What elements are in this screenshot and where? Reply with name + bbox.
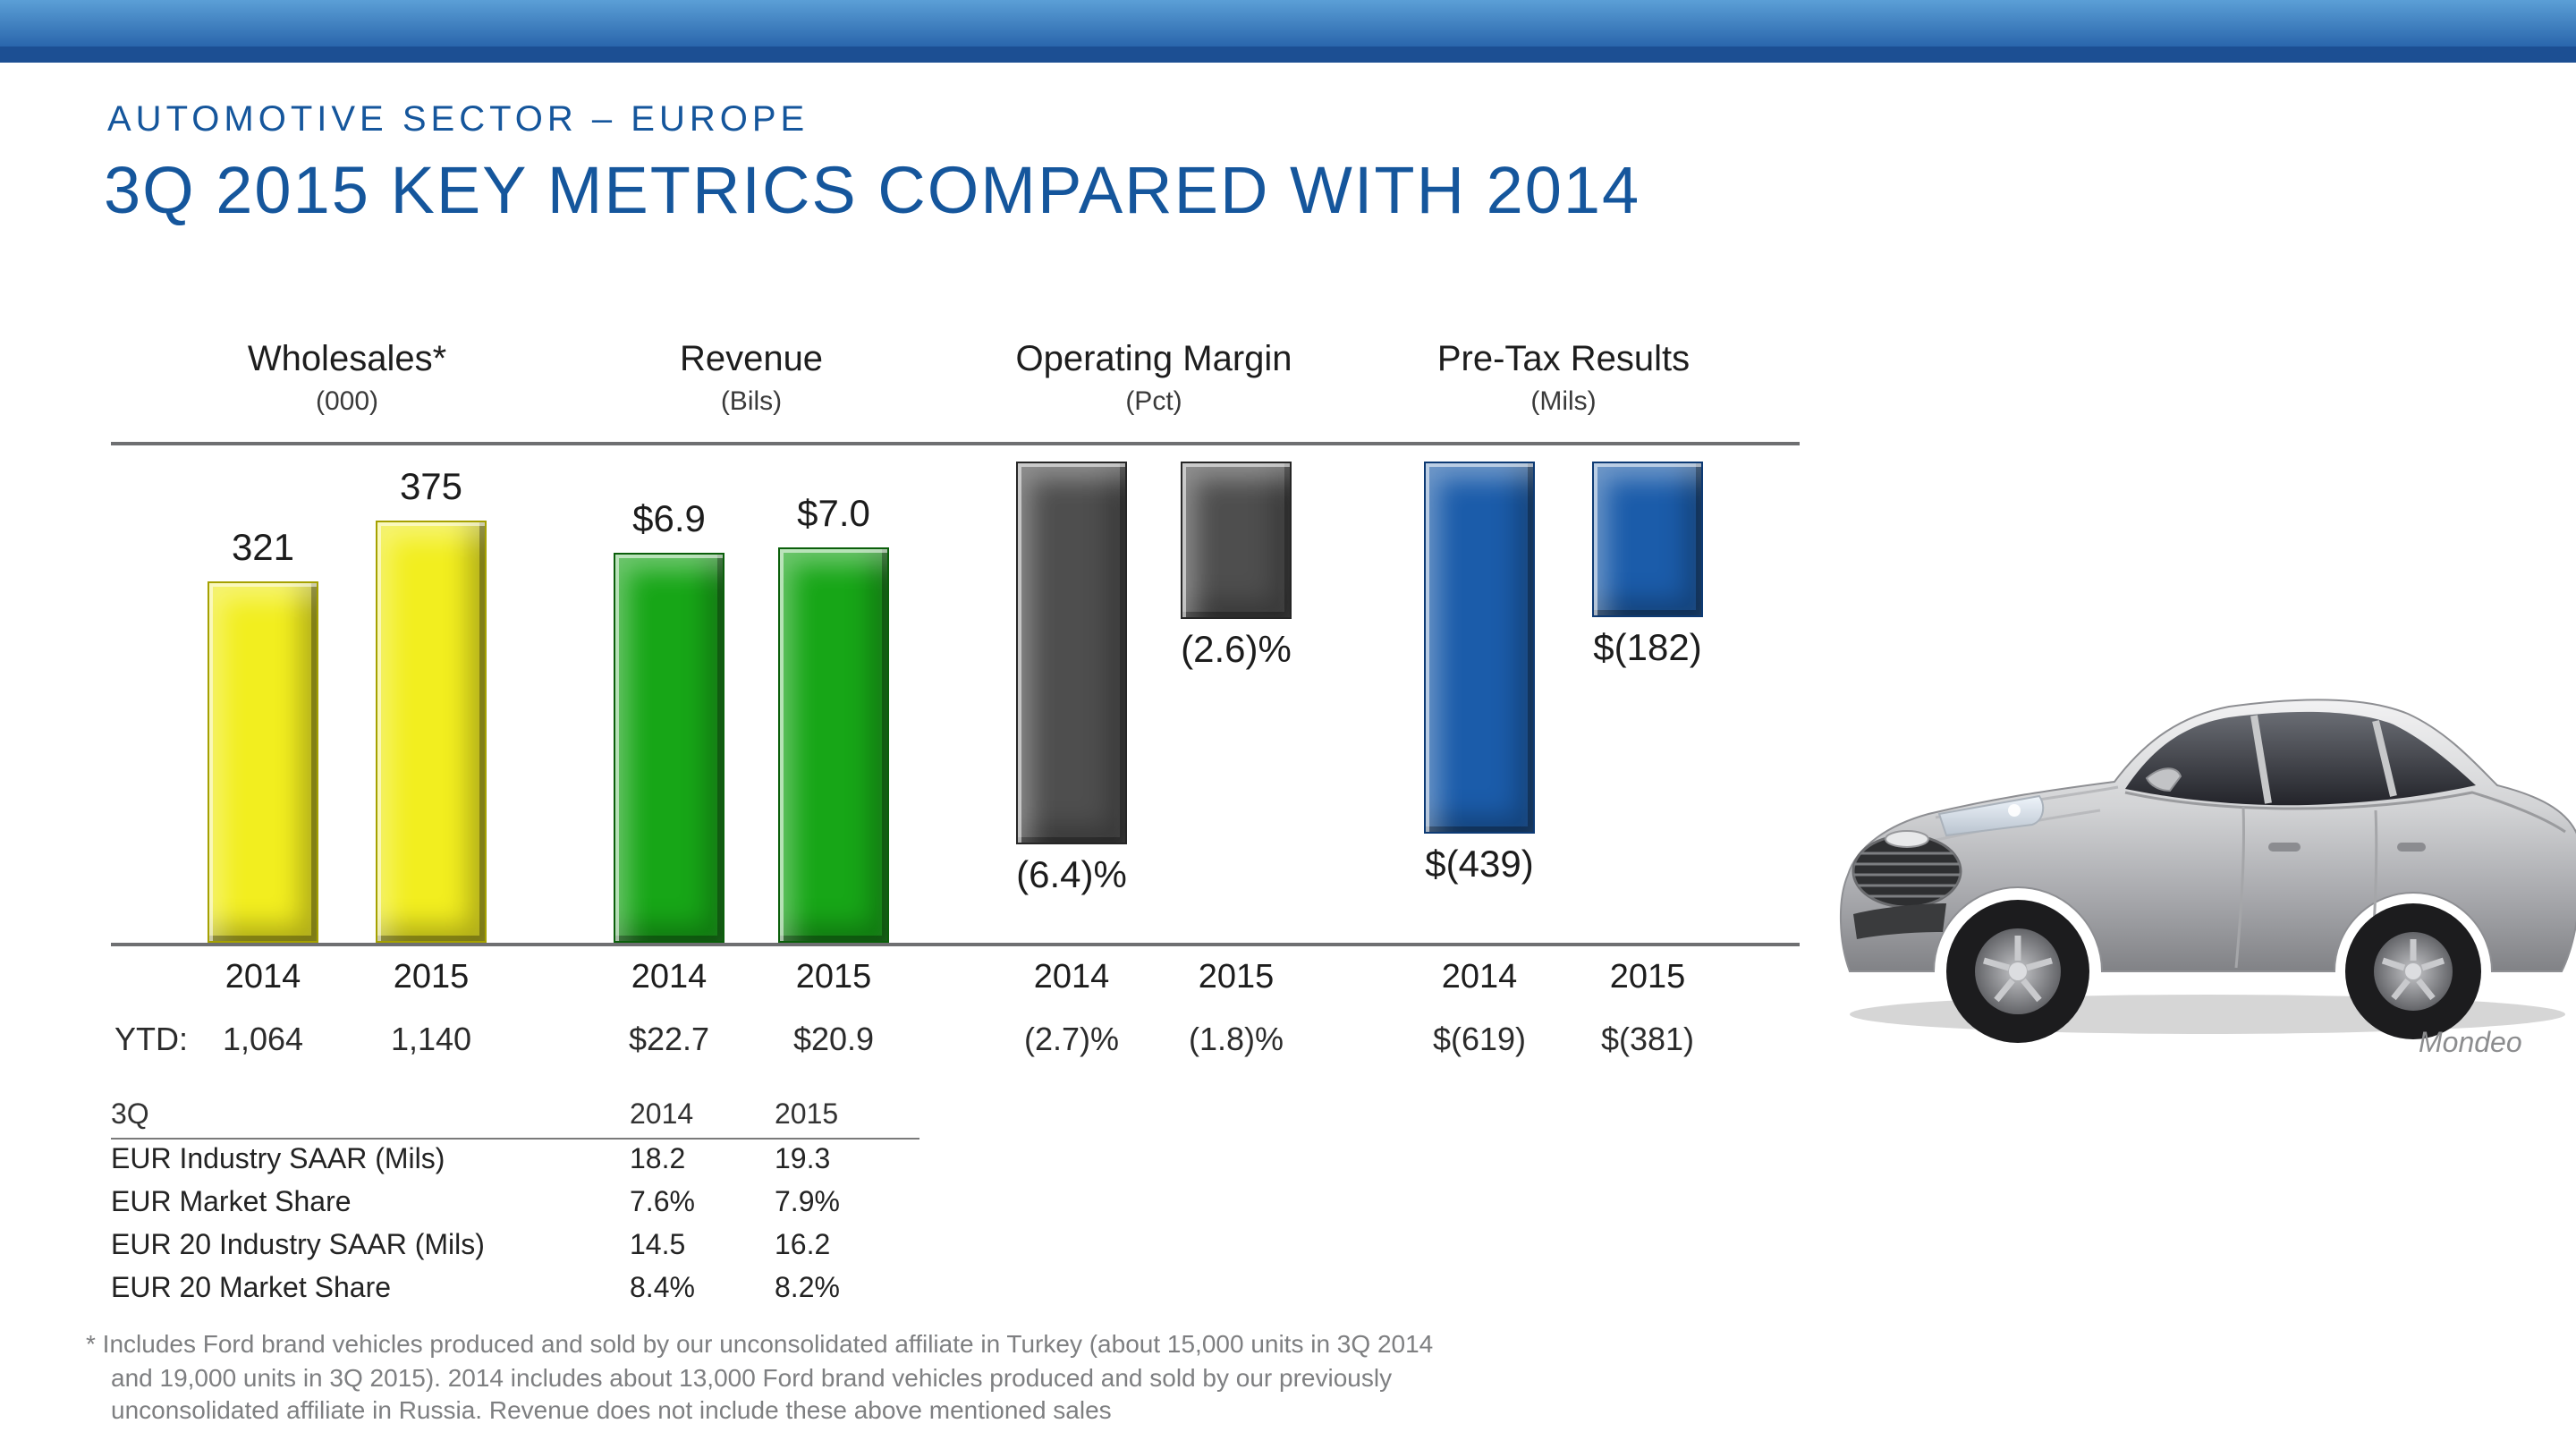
footnote: * Includes Ford brand vehicles produced … bbox=[86, 1327, 1882, 1427]
group-unit: (Mils) bbox=[1530, 386, 1597, 417]
bar-chart: 321 375 $6.9 $7.0 (6.4)% (2.6)% $(439) bbox=[111, 444, 1800, 943]
row-label: EUR 20 Market Share bbox=[111, 1274, 392, 1304]
bar-wholesales-2014: 321 bbox=[208, 444, 318, 943]
group-header-operating-margin: Operating Margin (Pct) bbox=[957, 340, 1351, 417]
ytd-value: 1,064 bbox=[222, 1021, 304, 1057]
ytd-label: YTD: bbox=[114, 1021, 189, 1057]
row-value-2015: 7.9% bbox=[775, 1188, 840, 1218]
x-axis-year-labels: 2014 2015 2014 2015 2014 2015 2014 2015 bbox=[111, 959, 1800, 1005]
bar-rect bbox=[208, 581, 318, 943]
year-label: 2015 bbox=[1609, 959, 1686, 996]
group-name: Revenue bbox=[679, 340, 824, 379]
row-value-2015: 19.3 bbox=[775, 1145, 831, 1175]
bar-value-label: $7.0 bbox=[797, 494, 870, 535]
footnote-line: and 19,000 units in 3Q 2015). 2014 inclu… bbox=[111, 1362, 1393, 1391]
ytd-value: $22.7 bbox=[628, 1021, 710, 1057]
bar-value-label: $6.9 bbox=[632, 499, 706, 540]
year-label: 2015 bbox=[795, 959, 872, 996]
bar-pretax-2015: $(182) bbox=[1592, 444, 1703, 943]
group-name: Wholesales* bbox=[247, 340, 447, 379]
table-row: EUR Market Share 7.6% 7.9% bbox=[111, 1182, 919, 1225]
table-row: EUR 20 Market Share 8.4% 8.2% bbox=[111, 1268, 919, 1311]
group-unit: (Pct) bbox=[1125, 386, 1182, 417]
top-banner-gradient bbox=[0, 0, 2576, 47]
footnote-line: unconsolidated affiliate in Russia. Reve… bbox=[111, 1395, 1112, 1424]
bar-value-label: 321 bbox=[231, 528, 295, 569]
group-header-pretax-results: Pre-Tax Results (Mils) bbox=[1367, 340, 1760, 417]
group-header-revenue: Revenue (Bils) bbox=[555, 340, 948, 417]
ytd-value: (2.7)% bbox=[1023, 1021, 1119, 1057]
bar-rect bbox=[778, 547, 889, 943]
section-label: AUTOMOTIVE SECTOR – EUROPE bbox=[107, 100, 809, 140]
bar-revenue-2015: $7.0 bbox=[778, 444, 889, 943]
bar-operating-margin-2015: (2.6)% bbox=[1181, 444, 1292, 943]
bar-rect bbox=[1016, 462, 1127, 844]
bar-rect bbox=[1424, 462, 1535, 834]
3q-stats-table: 3Q 2014 2015 EUR Industry SAAR (Mils) 18… bbox=[111, 1095, 919, 1311]
ytd-value: $(619) bbox=[1432, 1021, 1527, 1057]
table-row: EUR 20 Industry SAAR (Mils) 14.5 16.2 bbox=[111, 1225, 919, 1268]
chart-group-headers: Wholesales* (000) Revenue (Bils) Operati… bbox=[111, 340, 1800, 444]
chart-top-rule bbox=[111, 442, 1800, 445]
page-title: 3Q 2015 KEY METRICS COMPARED WITH 2014 bbox=[104, 154, 1641, 227]
year-label: 2014 bbox=[631, 959, 708, 996]
ytd-value: (1.8)% bbox=[1188, 1021, 1284, 1057]
row-value-2014: 7.6% bbox=[630, 1188, 695, 1218]
group-name: Pre-Tax Results bbox=[1436, 340, 1690, 379]
car-illustration-svg bbox=[1839, 699, 2576, 1043]
ytd-value: $(381) bbox=[1600, 1021, 1695, 1057]
car-image-mondeo bbox=[1828, 617, 2576, 1046]
group-header-wholesales: Wholesales* (000) bbox=[150, 340, 544, 417]
row-label: EUR Industry SAAR (Mils) bbox=[111, 1145, 445, 1175]
group-name: Operating Margin bbox=[1015, 340, 1292, 379]
footnote-line: * Includes Ford brand vehicles produced … bbox=[86, 1329, 1434, 1358]
bar-value-label: $(439) bbox=[1425, 844, 1534, 886]
top-banner-accent bbox=[0, 47, 2576, 63]
bar-pretax-2014: $(439) bbox=[1424, 444, 1535, 943]
row-value-2014: 14.5 bbox=[630, 1231, 686, 1261]
group-unit: (000) bbox=[315, 386, 379, 417]
table-header-2015: 2015 bbox=[775, 1100, 839, 1131]
bar-rect bbox=[614, 553, 724, 943]
row-value-2015: 8.2% bbox=[775, 1274, 840, 1304]
row-label: EUR Market Share bbox=[111, 1188, 352, 1218]
row-label: EUR 20 Industry SAAR (Mils) bbox=[111, 1231, 485, 1261]
car-caption: Mondeo bbox=[2419, 1029, 2522, 1059]
table-header-row: 3Q 2014 2015 bbox=[111, 1095, 919, 1140]
bar-value-label: (2.6)% bbox=[1181, 630, 1292, 671]
row-value-2014: 18.2 bbox=[630, 1145, 686, 1175]
row-value-2015: 16.2 bbox=[775, 1231, 831, 1261]
row-value-2014: 8.4% bbox=[630, 1274, 695, 1304]
table-row: EUR Industry SAAR (Mils) 18.2 19.3 bbox=[111, 1140, 919, 1182]
chart-baseline-rule bbox=[111, 943, 1800, 946]
table-header-2014: 2014 bbox=[630, 1100, 694, 1131]
year-label: 2014 bbox=[1441, 959, 1518, 996]
bar-value-label: (6.4)% bbox=[1016, 855, 1127, 896]
bar-wholesales-2015: 375 bbox=[376, 444, 487, 943]
year-label: 2015 bbox=[393, 959, 470, 996]
ytd-value: 1,140 bbox=[390, 1021, 472, 1057]
year-label: 2014 bbox=[1033, 959, 1110, 996]
group-unit: (Bils) bbox=[720, 386, 783, 417]
year-label: 2014 bbox=[225, 959, 301, 996]
bar-revenue-2014: $6.9 bbox=[614, 444, 724, 943]
bar-rect bbox=[376, 521, 487, 943]
bar-operating-margin-2014: (6.4)% bbox=[1016, 444, 1127, 943]
bar-value-label: 375 bbox=[399, 467, 463, 508]
bar-rect bbox=[1592, 462, 1703, 617]
year-label: 2015 bbox=[1198, 959, 1275, 996]
ytd-value: $20.9 bbox=[792, 1021, 875, 1057]
table-header-title: 3Q bbox=[111, 1100, 149, 1131]
bar-rect bbox=[1181, 462, 1292, 619]
ytd-row: YTD: 1,064 1,140 $22.7 $20.9 (2.7)% (1.8… bbox=[111, 1021, 1800, 1068]
bar-value-label: $(182) bbox=[1593, 628, 1702, 669]
